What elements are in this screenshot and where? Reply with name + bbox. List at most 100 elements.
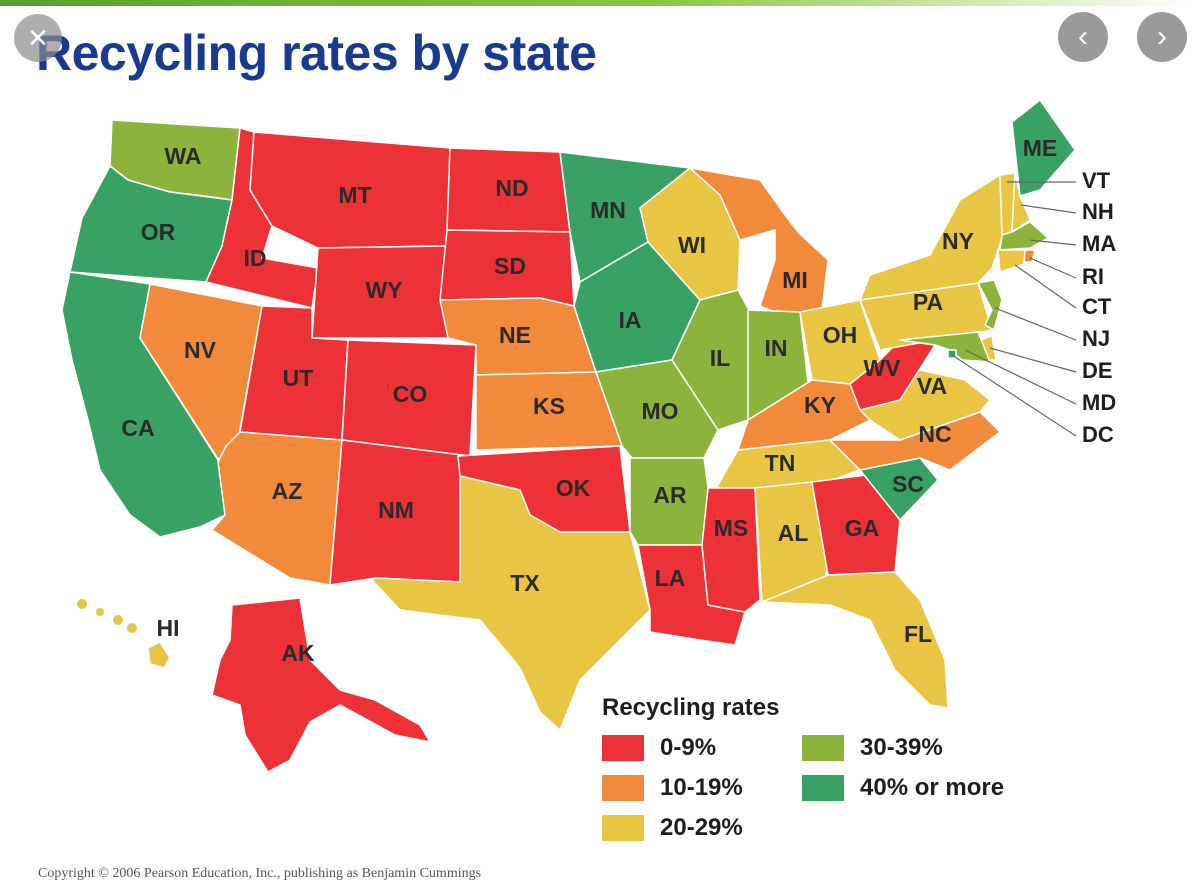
legend-swatch bbox=[602, 775, 644, 801]
state-label-az: AZ bbox=[272, 478, 303, 504]
state-ny bbox=[859, 174, 1003, 301]
close-button[interactable]: ✕ bbox=[14, 14, 62, 62]
state-ri bbox=[1023, 249, 1036, 263]
state-label-ct: CT bbox=[1082, 294, 1112, 319]
state-az bbox=[211, 431, 343, 586]
state-label-ri: RI bbox=[1082, 264, 1104, 289]
state-label-id: ID bbox=[244, 245, 267, 271]
state-label-mn: MN bbox=[590, 197, 626, 223]
page-title: Recycling rates by state bbox=[36, 25, 597, 81]
state-label-oh: OH bbox=[823, 322, 858, 348]
state-label-ny: NY bbox=[942, 228, 974, 254]
state-label-wy: WY bbox=[365, 277, 402, 303]
callout-lines bbox=[951, 181, 1077, 437]
state-hi bbox=[147, 641, 171, 669]
state-label-pa: PA bbox=[913, 289, 943, 315]
state-label-ak: AK bbox=[281, 640, 315, 666]
state-label-nc: NC bbox=[918, 421, 951, 447]
state-label-ga: GA bbox=[845, 515, 880, 541]
state-label-ca: CA bbox=[121, 415, 154, 441]
legend-item-20-29: 20-29% bbox=[602, 814, 743, 842]
legend-swatch bbox=[602, 815, 644, 841]
legend-item-30-39: 30-39% bbox=[802, 734, 943, 762]
hi-island bbox=[77, 599, 87, 609]
state-label-nv: NV bbox=[184, 337, 217, 363]
state-ak bbox=[211, 597, 431, 773]
state-ct bbox=[997, 249, 1026, 273]
state-me bbox=[1011, 99, 1076, 197]
callout-line-ma bbox=[1029, 239, 1077, 246]
hi-island bbox=[96, 608, 104, 616]
state-labels: WA OR CA ID NV MT WY UT AZ CO NM ND SD NE KS OK TX MN IA MO… bbox=[121, 135, 1116, 666]
close-icon: ✕ bbox=[27, 22, 49, 53]
legend-item-10-19: 10-19% bbox=[602, 774, 743, 802]
state-nh bbox=[1011, 172, 1031, 233]
legend-item-0-9: 0-9% bbox=[602, 734, 716, 762]
state-label-me: ME bbox=[1023, 135, 1058, 161]
state-label-dc: DC bbox=[1082, 422, 1114, 447]
state-label-md: MD bbox=[1082, 390, 1116, 415]
state-label-ar: AR bbox=[653, 482, 687, 508]
state-label-il: IL bbox=[710, 345, 730, 371]
legend-swatch bbox=[802, 735, 844, 761]
copyright-text: Copyright © 2006 Pearson Education, Inc.… bbox=[38, 866, 482, 881]
state-label-sc: SC bbox=[892, 471, 924, 497]
legend-label: 20-29% bbox=[660, 814, 743, 841]
state-label-ms: MS bbox=[714, 515, 749, 541]
legend-item-40-plus: 40% or more bbox=[802, 774, 1004, 802]
legend-swatch bbox=[602, 735, 644, 761]
callout-line-ri bbox=[1029, 257, 1077, 279]
state-ms bbox=[701, 487, 761, 613]
state-label-nd: ND bbox=[495, 175, 528, 201]
state-label-de: DE bbox=[1082, 358, 1113, 383]
legend-label: 30-39% bbox=[860, 734, 943, 761]
callout-line-md bbox=[964, 349, 1077, 405]
state-label-nm: NM bbox=[378, 497, 414, 523]
state-label-nj: NJ bbox=[1082, 326, 1110, 351]
state-fl bbox=[761, 571, 949, 709]
legend-title: Recycling rates bbox=[602, 694, 780, 721]
state-label-wi: WI bbox=[678, 232, 706, 258]
hi-island bbox=[113, 615, 123, 625]
legend-label: 0-9% bbox=[660, 734, 717, 761]
legend-swatch bbox=[802, 775, 844, 801]
state-label-mi: MI bbox=[782, 267, 808, 293]
state-nj bbox=[977, 279, 1003, 331]
state-label-ok: OK bbox=[556, 475, 591, 501]
state-label-ut: UT bbox=[283, 365, 314, 391]
legend: Recycling rates 0-9% 10-19% 20-29% 30-39… bbox=[602, 694, 1042, 844]
callout-line-nj bbox=[994, 307, 1077, 341]
state-label-tx: TX bbox=[510, 570, 540, 596]
state-label-wa: WA bbox=[164, 143, 201, 169]
chevron-right-icon: › bbox=[1157, 20, 1167, 53]
hi-island bbox=[127, 623, 137, 633]
state-label-hi: HI bbox=[157, 615, 180, 641]
state-label-co: CO bbox=[393, 381, 428, 407]
state-label-mo: MO bbox=[641, 398, 678, 424]
state-label-la: LA bbox=[655, 565, 686, 591]
state-label-or: OR bbox=[141, 219, 176, 245]
legend-label: 10-19% bbox=[660, 774, 743, 801]
state-tx bbox=[371, 475, 651, 731]
state-md bbox=[899, 331, 991, 363]
next-button[interactable]: › bbox=[1137, 12, 1187, 62]
state-ga bbox=[811, 474, 901, 576]
state-shapes bbox=[61, 99, 1076, 773]
state-label-wv: WV bbox=[863, 355, 901, 381]
state-label-ia: IA bbox=[619, 307, 642, 333]
previous-button[interactable]: ‹ bbox=[1058, 12, 1108, 62]
state-label-fl: FL bbox=[904, 621, 932, 647]
state-label-vt: VT bbox=[1082, 168, 1111, 193]
callout-line-dc bbox=[951, 354, 1077, 437]
state-label-mt: MT bbox=[338, 182, 371, 208]
state-label-nh: NH bbox=[1082, 199, 1114, 224]
state-label-ma: MA bbox=[1082, 231, 1116, 256]
state-label-ne: NE bbox=[499, 322, 531, 348]
callout-line-de bbox=[989, 347, 1077, 373]
state-label-al: AL bbox=[778, 520, 809, 546]
state-label-va: VA bbox=[917, 373, 947, 399]
legend-label: 40% or more bbox=[860, 774, 1005, 801]
state-label-sd: SD bbox=[494, 253, 526, 279]
top-accent-bar bbox=[0, 0, 1194, 6]
